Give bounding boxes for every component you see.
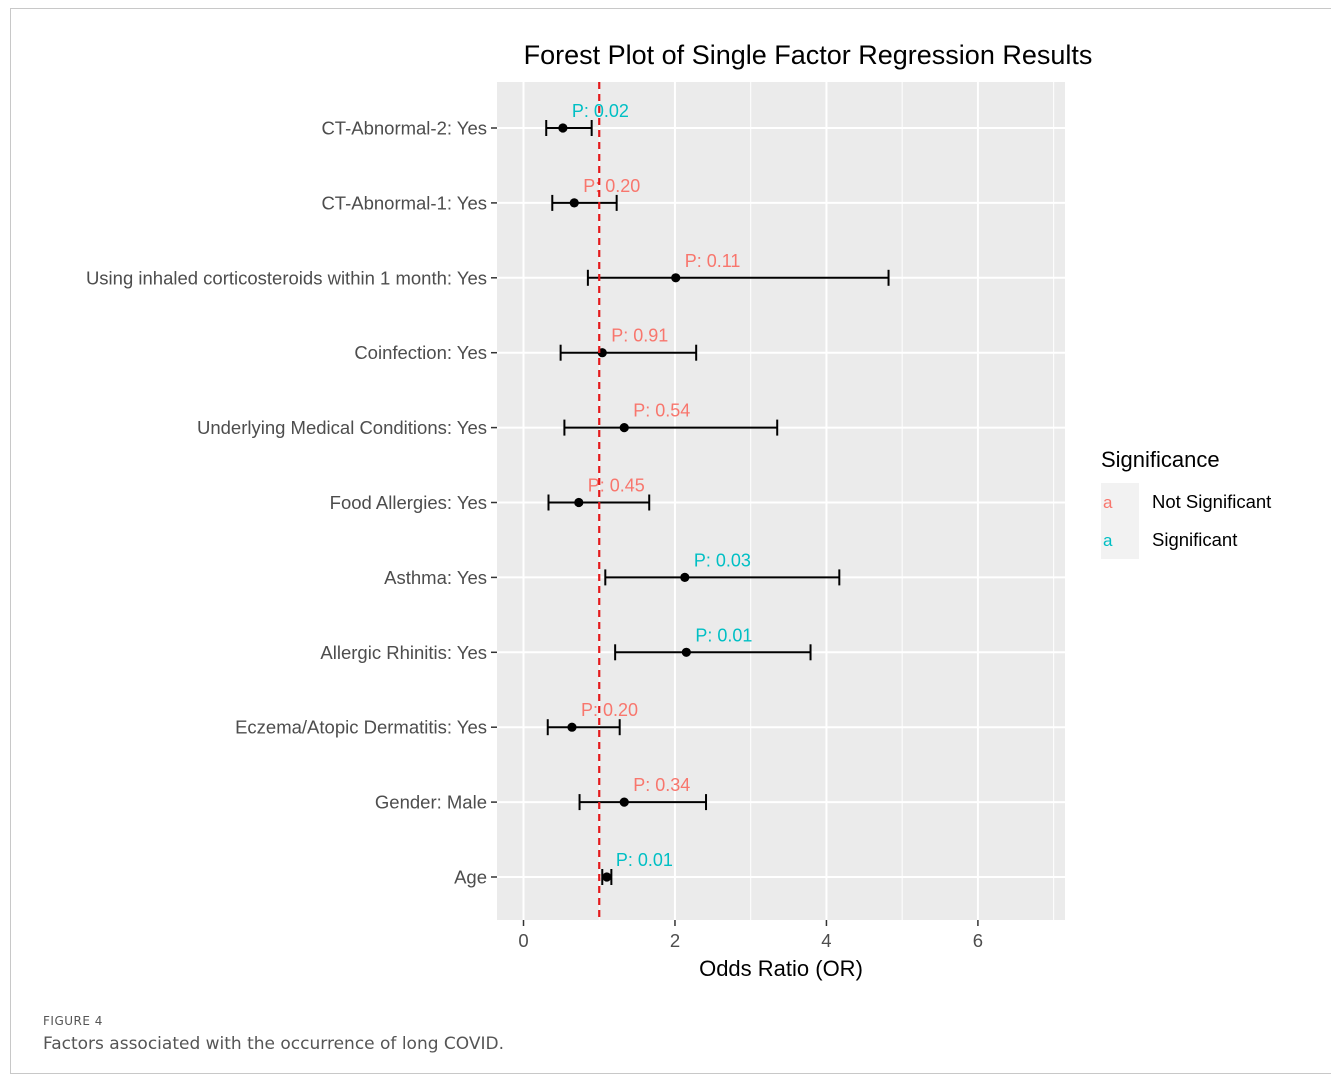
figure-caption: FIGURE 4 Factors associated with the occ… xyxy=(43,1014,504,1054)
p-value-label: P: 0.34 xyxy=(633,775,690,795)
chart-marks: P: 0.02 P: 0.20 P: 0.11 P: 0.91 P: 0.54 P: 0.… xyxy=(545,82,890,920)
legend-key: a xyxy=(1103,531,1113,550)
p-value-label: P: 0.01 xyxy=(695,625,752,645)
point-estimate xyxy=(602,872,612,882)
p-value-label: P: 0.03 xyxy=(694,550,751,570)
plot-panel xyxy=(497,82,1065,920)
forest-plot: Forest Plot of Single Factor Regression … xyxy=(86,40,1271,981)
point-estimate xyxy=(569,198,579,208)
x-tick-label: 0 xyxy=(518,930,528,951)
legend-key-box xyxy=(1101,483,1139,521)
point-estimate xyxy=(680,572,690,583)
legend-key-box xyxy=(1101,521,1139,559)
y-tick-label: Food Allergies: Yes xyxy=(330,492,487,513)
p-value-label: P: 0.01 xyxy=(616,850,673,870)
y-tick-label: Underlying Medical Conditions: Yes xyxy=(197,417,487,438)
y-tick-label: Using inhaled corticosteroids within 1 m… xyxy=(86,267,487,288)
point-estimate xyxy=(671,273,681,283)
point-estimate xyxy=(681,647,691,657)
legend-label: Not Significant xyxy=(1152,491,1271,512)
y-tick-label: CT-Abnormal-1: Yes xyxy=(321,192,487,213)
y-tick-label: Eczema/Atopic Dermatitis: Yes xyxy=(235,717,487,738)
x-axis-title: Odds Ratio (OR) xyxy=(699,956,863,981)
legend: Significance a Not Significant a Significan… xyxy=(1101,447,1271,559)
x-tick-label: 4 xyxy=(821,930,831,951)
legend-label: Significant xyxy=(1152,529,1237,550)
point-estimate xyxy=(619,423,629,433)
chart-title: Forest Plot of Single Factor Regression … xyxy=(524,40,1093,70)
p-value-label: P: 0.91 xyxy=(611,326,668,346)
y-tick-label: Allergic Rhinitis: Yes xyxy=(320,642,487,663)
point-estimate xyxy=(574,497,584,508)
legend-key: a xyxy=(1103,493,1113,512)
x-axis: 0 2 4 6 xyxy=(518,920,983,951)
y-tick-label: Age xyxy=(454,867,487,888)
p-value-label: P: 0.20 xyxy=(581,700,638,720)
p-value-label: P: 0.11 xyxy=(685,251,741,271)
figure-label: FIGURE 4 xyxy=(43,1014,103,1028)
y-tick-label: Gender: Male xyxy=(375,792,487,813)
figure-caption-text: Factors associated with the occurrence o… xyxy=(43,1034,505,1054)
p-value-label: P: 0.20 xyxy=(583,176,640,196)
y-tick-label: Asthma: Yes xyxy=(384,567,487,588)
x-tick-label: 2 xyxy=(670,930,680,951)
y-axis-labels: CT-Abnormal-2: Yes CT-Abnormal-1: Yes Usin… xyxy=(86,118,497,888)
y-tick-label: Coinfection: Yes xyxy=(354,342,487,363)
y-tick-label: CT-Abnormal-2: Yes xyxy=(321,118,487,139)
p-value-label: P: 0.02 xyxy=(572,101,629,121)
p-value-label: P: 0.45 xyxy=(588,476,645,496)
p-value-label: P: 0.54 xyxy=(633,401,690,421)
x-tick-label: 6 xyxy=(973,930,983,951)
legend-title: Significance xyxy=(1101,447,1220,472)
point-estimate xyxy=(619,797,629,807)
point-estimate xyxy=(558,123,568,133)
point-estimate xyxy=(567,722,577,732)
